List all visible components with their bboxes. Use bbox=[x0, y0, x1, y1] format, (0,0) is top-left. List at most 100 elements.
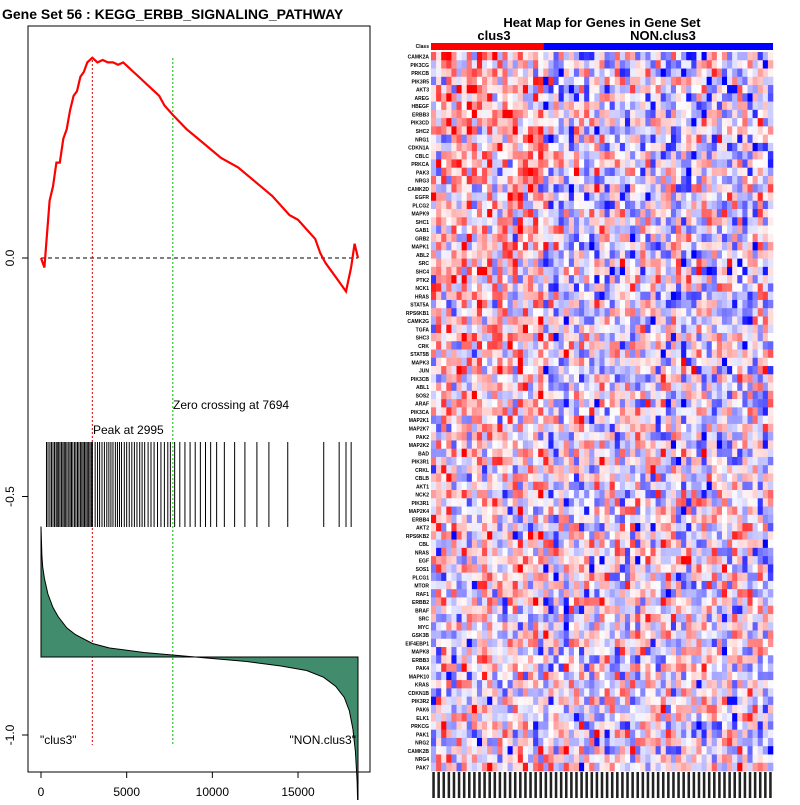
heatmap-cell bbox=[441, 143, 446, 152]
heatmap-cell bbox=[513, 540, 518, 549]
heatmap-cell bbox=[548, 77, 553, 86]
gene-label: MAPK9 bbox=[411, 212, 429, 218]
heatmap-cell bbox=[753, 259, 758, 268]
heatmap-cell bbox=[462, 250, 467, 259]
heatmap-cell bbox=[462, 597, 467, 606]
heatmap-cell bbox=[742, 631, 747, 640]
heatmap-cell bbox=[768, 564, 773, 573]
heatmap-cell bbox=[758, 523, 763, 532]
heatmap-cell bbox=[492, 540, 497, 549]
heatmap-cell bbox=[513, 275, 518, 284]
heatmap-cell bbox=[681, 192, 686, 201]
heatmap-cell bbox=[487, 407, 492, 416]
heatmap-cell bbox=[640, 102, 645, 111]
heatmap-cell bbox=[513, 184, 518, 193]
heatmap-cell bbox=[691, 267, 696, 276]
heatmap-cell bbox=[661, 118, 666, 127]
heatmap-cell bbox=[630, 308, 635, 317]
heatmap-cell bbox=[513, 523, 518, 532]
heatmap-cell bbox=[696, 523, 701, 532]
heatmap-cell bbox=[564, 69, 569, 78]
heatmap-cell bbox=[492, 399, 497, 408]
heatmap-cell bbox=[508, 597, 513, 606]
heatmap-cell bbox=[574, 465, 579, 474]
heatmap-cell bbox=[451, 515, 456, 524]
heatmap-cell bbox=[707, 515, 712, 524]
heatmap-cell bbox=[650, 283, 655, 292]
heatmap-cell bbox=[554, 490, 559, 499]
heatmap-cell bbox=[640, 490, 645, 499]
heatmap-cell bbox=[742, 292, 747, 301]
heatmap-cell bbox=[747, 325, 752, 334]
heatmap-cell bbox=[681, 597, 686, 606]
heatmap-cell bbox=[712, 631, 717, 640]
heatmap-cell bbox=[502, 597, 507, 606]
heatmap-cell bbox=[482, 531, 487, 540]
heatmap-cell bbox=[502, 515, 507, 524]
heatmap-cell bbox=[630, 151, 635, 160]
heatmap-cell bbox=[467, 490, 472, 499]
heatmap-cell bbox=[492, 242, 497, 251]
heatmap-cell bbox=[487, 300, 492, 309]
heatmap-cell bbox=[768, 60, 773, 69]
heatmap-cell bbox=[661, 234, 666, 243]
heatmap-cell bbox=[502, 523, 507, 532]
heatmap-cell bbox=[594, 581, 599, 590]
heatmap-cell bbox=[502, 366, 507, 375]
heatmap-cell bbox=[768, 259, 773, 268]
heatmap-cell bbox=[589, 102, 594, 111]
heatmap-cell bbox=[656, 283, 661, 292]
heatmap-cell bbox=[650, 556, 655, 565]
heatmap-cell bbox=[676, 168, 681, 177]
heatmap-cell bbox=[467, 143, 472, 152]
heatmap-cell bbox=[502, 540, 507, 549]
heatmap-cell bbox=[666, 540, 671, 549]
x-tick-label: 10000 bbox=[196, 785, 230, 799]
heatmap-cell bbox=[569, 151, 574, 160]
heatmap-cell bbox=[747, 168, 752, 177]
heatmap-cell bbox=[615, 118, 620, 127]
heatmap-cell bbox=[666, 275, 671, 284]
heatmap-cell bbox=[594, 201, 599, 210]
heatmap-cell bbox=[753, 176, 758, 185]
heatmap-cell bbox=[630, 267, 635, 276]
heatmap-cell bbox=[584, 102, 589, 111]
heatmap-cell bbox=[559, 581, 564, 590]
heatmap-cell bbox=[691, 77, 696, 86]
heatmap-cell bbox=[747, 226, 752, 235]
heatmap-cell bbox=[747, 540, 752, 549]
heatmap-cell bbox=[742, 259, 747, 268]
heatmap-cell bbox=[747, 292, 752, 301]
heatmap-cell bbox=[732, 366, 737, 375]
heatmap-cell bbox=[645, 292, 650, 301]
heatmap-cell bbox=[533, 399, 538, 408]
heatmap-cell bbox=[666, 507, 671, 516]
heatmap-cell bbox=[482, 548, 487, 557]
heatmap-cell bbox=[584, 473, 589, 482]
heatmap-cell bbox=[681, 201, 686, 210]
heatmap-cell bbox=[457, 52, 462, 61]
heatmap-cell bbox=[702, 209, 707, 218]
heatmap-cell bbox=[768, 614, 773, 623]
heatmap-cell bbox=[737, 102, 742, 111]
heatmap-cell bbox=[513, 473, 518, 482]
heatmap-cell bbox=[594, 234, 599, 243]
heatmap-cell bbox=[605, 465, 610, 474]
heatmap-cell bbox=[676, 184, 681, 193]
heatmap-cell bbox=[569, 531, 574, 540]
heatmap-cell bbox=[589, 358, 594, 367]
heatmap-cell bbox=[569, 52, 574, 61]
heatmap-cell bbox=[630, 383, 635, 392]
heatmap-cell bbox=[508, 473, 513, 482]
heatmap-cell bbox=[533, 581, 538, 590]
heatmap-cell bbox=[472, 424, 477, 433]
heatmap-cell bbox=[671, 597, 676, 606]
heatmap-cell bbox=[640, 60, 645, 69]
heatmap-cell bbox=[554, 242, 559, 251]
heatmap-cell bbox=[436, 325, 441, 334]
heatmap-cell bbox=[707, 151, 712, 160]
heatmap-cell bbox=[610, 60, 615, 69]
heatmap-cell bbox=[584, 93, 589, 102]
heatmap-cell bbox=[625, 449, 630, 458]
